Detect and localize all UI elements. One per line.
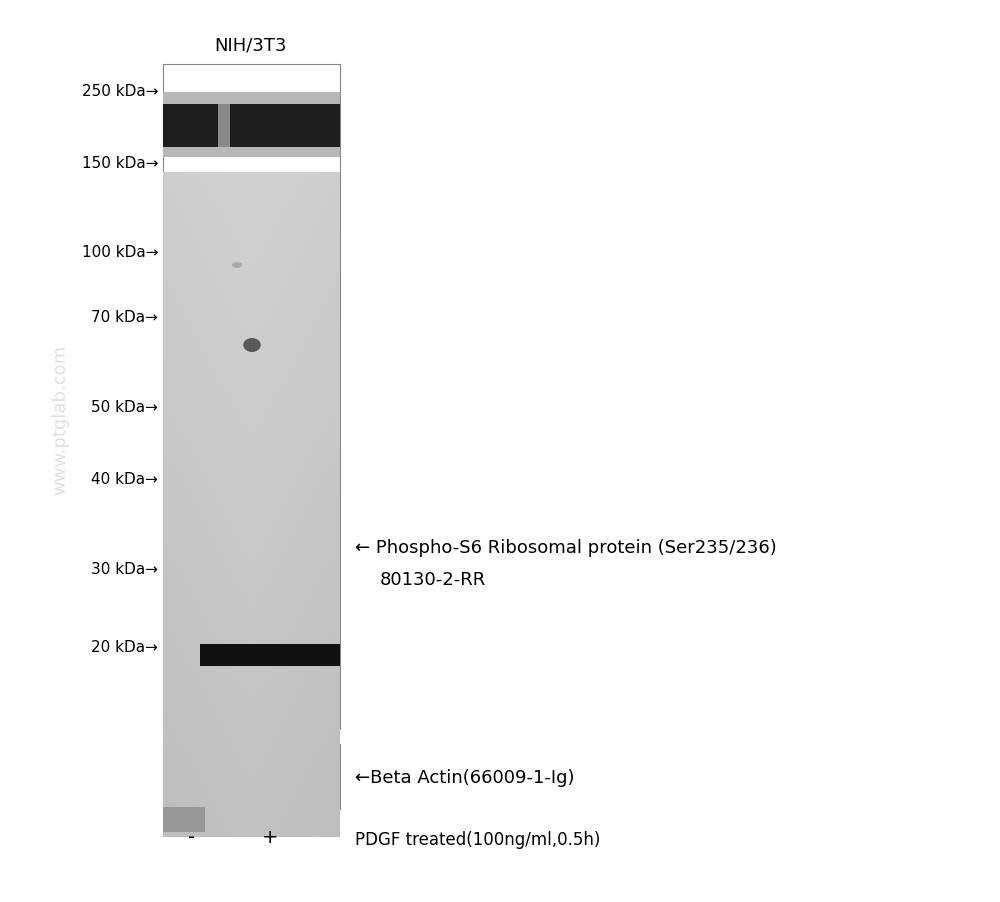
Text: 70 kDa→: 70 kDa→ <box>91 310 158 325</box>
Bar <box>163 744 340 809</box>
Text: www.ptglab.com: www.ptglab.com <box>51 345 69 494</box>
Text: 40 kDa→: 40 kDa→ <box>91 472 158 487</box>
Bar <box>163 65 340 729</box>
Text: 250 kDa→: 250 kDa→ <box>82 85 158 99</box>
Text: 50 kDa→: 50 kDa→ <box>91 400 158 415</box>
Text: PDGF treated(100ng/ml,0.5h): PDGF treated(100ng/ml,0.5h) <box>355 830 600 848</box>
Text: ← Phospho-S6 Ribosomal protein (Ser235/236): ← Phospho-S6 Ribosomal protein (Ser235/2… <box>355 538 777 557</box>
Text: NIH/3T3: NIH/3T3 <box>214 36 286 54</box>
Text: +: + <box>262 827 278 847</box>
Text: ←Beta Actin(66009-1-Ig): ←Beta Actin(66009-1-Ig) <box>355 769 574 787</box>
Text: 80130-2-RR: 80130-2-RR <box>380 570 486 588</box>
Text: -: - <box>188 827 196 847</box>
Text: 150 kDa→: 150 kDa→ <box>82 155 158 170</box>
Text: 100 kDa→: 100 kDa→ <box>82 245 158 260</box>
Text: 20 kDa→: 20 kDa→ <box>91 640 158 655</box>
Text: 30 kDa→: 30 kDa→ <box>91 562 158 577</box>
